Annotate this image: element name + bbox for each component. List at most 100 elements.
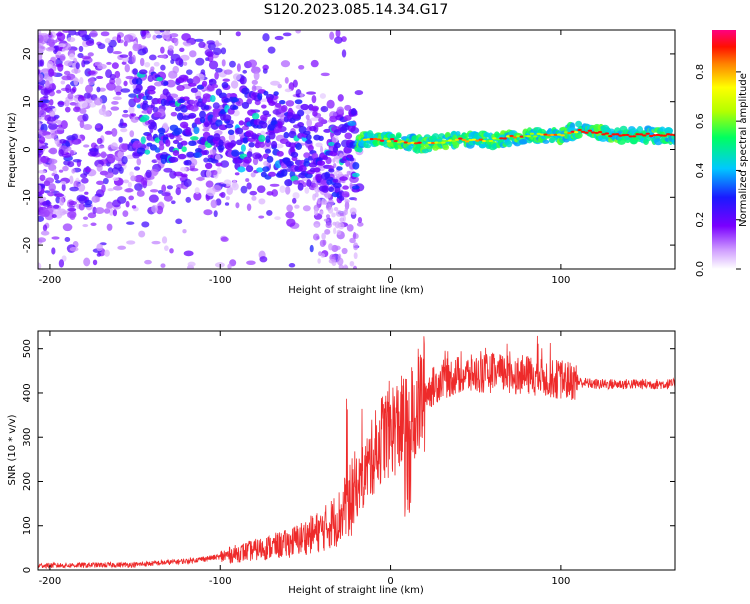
spectrogram-cell [286, 160, 294, 167]
spectrogram-cell [112, 177, 119, 182]
spectrogram-y-tick-label: 20 [22, 48, 33, 61]
spectrogram-cell [93, 97, 103, 106]
spectrogram-cell [106, 82, 116, 91]
spectrogram-cell [87, 52, 94, 57]
spectrogram-cell [69, 49, 76, 53]
spectrogram-cell [260, 114, 268, 121]
spectrogram-cell [331, 212, 336, 218]
spectrogram-cell [132, 140, 142, 148]
spectrogram-cell [156, 76, 164, 82]
spectrogram-cell [188, 140, 197, 147]
spectrogram-cell [55, 54, 60, 58]
spectrogram-cell [323, 200, 328, 205]
spectrogram-cell [73, 106, 81, 113]
spectrogram-cell [312, 193, 317, 201]
spectrogram-cell [167, 45, 174, 51]
spectrogram-cell [83, 92, 92, 99]
spectrogram-cell [160, 263, 166, 268]
spectrogram-cell [212, 102, 220, 110]
spectrogram-cell [284, 76, 289, 84]
colorbar-tick-label: 0.6 [695, 113, 706, 129]
spectrogram-cell [209, 149, 217, 155]
spectrogram-cell [187, 261, 196, 267]
spectrogram-cell [132, 43, 141, 52]
spectrogram-cell [543, 133, 548, 136]
spectrogram-cell [270, 80, 280, 86]
spectrogram-cell [635, 133, 640, 136]
spectrogram-cell [332, 158, 336, 163]
spectrogram-cell [495, 138, 501, 141]
spectrogram-cell [271, 189, 279, 197]
spectrogram-cell [292, 180, 301, 185]
spectrogram-cell [103, 177, 109, 185]
spectrogram-cell [165, 139, 171, 147]
spectrogram-cell [281, 168, 288, 177]
spectrogram-cell [61, 183, 66, 192]
spectrogram-cell [82, 216, 89, 220]
spectrogram-cell [55, 64, 64, 68]
spectrogram-cell [69, 88, 76, 94]
spectrogram-cell [325, 214, 331, 219]
spectrogram-cell [186, 78, 194, 84]
spectrogram-cell [152, 106, 159, 114]
snr-panel: -200 -100 0 100 0 100 200 300 400 500 Height of … [7, 330, 676, 596]
spectrogram-cell [182, 228, 187, 234]
spectrogram-cell [604, 132, 610, 135]
spectrogram-cell [283, 131, 290, 139]
spectrogram-cell [72, 159, 82, 163]
spectrogram-cell [112, 199, 121, 208]
spectrogram-cell [281, 105, 288, 113]
spectrogram-cell [277, 121, 283, 129]
colorbar-tick-label: 0.8 [695, 64, 706, 80]
spectrogram-cell [322, 239, 327, 246]
spectrogram-cell [305, 134, 312, 141]
spectrogram-cell [350, 107, 357, 116]
spectrogram-cell [84, 167, 92, 173]
spectrogram-cell [344, 202, 350, 209]
spectrogram-cell [548, 137, 556, 144]
spectrogram-cell [88, 77, 95, 86]
spectrogram-cell [73, 95, 80, 103]
snr-y-tick-label: 300 [22, 428, 33, 447]
spectrogram-cell [54, 193, 65, 198]
spectrogram-cell [199, 116, 206, 124]
spectrogram-cell [413, 142, 419, 145]
spectrogram-cell [56, 32, 66, 42]
spectrogram-cell [63, 70, 71, 76]
spectrogram-cell [441, 141, 446, 144]
spectrogram-cell [246, 151, 253, 158]
spectrogram-cell [189, 168, 199, 172]
snr-x-label: Height of straight line (km) [288, 585, 424, 596]
spectrogram-cell [221, 59, 226, 67]
spectrogram-cell [302, 205, 311, 212]
spectrogram-cell [310, 105, 319, 111]
spectrogram-cell [262, 166, 270, 173]
spectrogram-y-ticks: -20 -10 0 10 20 [22, 48, 675, 253]
spectrogram-cell [166, 185, 174, 190]
spectrogram-cell [261, 104, 267, 109]
spectrogram-cell [251, 112, 260, 120]
spectrogram-cell [479, 143, 486, 149]
spectrogram-cell [210, 199, 218, 209]
spectrogram-cell [150, 171, 158, 177]
spectrogram-cell [512, 136, 518, 139]
spectrogram-cell [240, 144, 246, 152]
spectrogram-cell [105, 203, 114, 210]
spectrogram-cell [71, 168, 76, 174]
spectrogram-cell [396, 141, 402, 144]
spectrogram-cell [325, 203, 332, 211]
spectrogram-cell [176, 84, 185, 92]
spectrogram-cell [111, 62, 119, 70]
spectrogram-cell [151, 240, 161, 245]
spectrogram-cell [302, 130, 311, 135]
spectrogram-cell [458, 137, 463, 140]
spectrogram-cell [410, 141, 415, 144]
spectrogram-cell [154, 81, 163, 87]
spectrogram-cell [328, 258, 336, 264]
spectrogram-cell [240, 185, 248, 194]
spectrogram-cell [136, 158, 142, 166]
spectrogram-cell [40, 155, 50, 164]
spectrogram-cell [161, 184, 167, 193]
spectrogram-cell [180, 105, 188, 113]
spectrogram-cell [97, 43, 106, 50]
